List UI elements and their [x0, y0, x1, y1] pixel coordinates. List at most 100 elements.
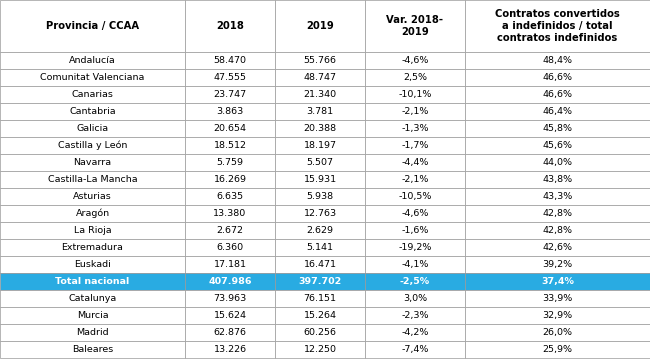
Bar — [0, 239, 185, 256]
Text: -4,2%: -4,2% — [401, 328, 429, 337]
Text: 42,8%: 42,8% — [543, 209, 573, 218]
Bar — [0, 154, 185, 171]
Bar — [0, 290, 185, 307]
Text: 3.781: 3.781 — [306, 107, 333, 116]
Bar — [185, 120, 275, 137]
Text: Murcia: Murcia — [77, 311, 109, 320]
Text: -1,6%: -1,6% — [401, 226, 429, 235]
Bar — [0, 69, 185, 86]
Bar — [365, 273, 465, 290]
Bar — [275, 188, 365, 205]
Bar — [275, 307, 365, 324]
Text: 13.226: 13.226 — [213, 345, 246, 354]
Bar — [0, 307, 185, 324]
Text: -2,5%: -2,5% — [400, 277, 430, 286]
Bar — [365, 86, 465, 103]
Text: 73.963: 73.963 — [213, 294, 246, 303]
Bar — [185, 171, 275, 188]
Bar — [275, 171, 365, 188]
Bar — [465, 324, 650, 341]
Bar — [465, 273, 650, 290]
Bar — [365, 239, 465, 256]
Text: 32,9%: 32,9% — [543, 311, 573, 320]
Bar — [275, 86, 365, 103]
Text: Aragón: Aragón — [75, 209, 110, 218]
Text: 46,4%: 46,4% — [543, 107, 573, 116]
Bar — [185, 103, 275, 120]
Bar — [365, 205, 465, 222]
Text: 60.256: 60.256 — [304, 328, 337, 337]
Bar — [365, 256, 465, 273]
Bar — [0, 188, 185, 205]
Bar — [465, 171, 650, 188]
Bar — [275, 324, 365, 341]
Text: Extremadura: Extremadura — [62, 243, 124, 252]
Text: -10,1%: -10,1% — [398, 90, 432, 99]
Text: -7,4%: -7,4% — [401, 345, 429, 354]
Bar — [275, 52, 365, 69]
Text: 3.863: 3.863 — [216, 107, 244, 116]
Bar — [365, 307, 465, 324]
Bar — [0, 137, 185, 154]
Bar — [465, 86, 650, 103]
Bar — [365, 222, 465, 239]
Text: 13.380: 13.380 — [213, 209, 246, 218]
Text: 2.672: 2.672 — [216, 226, 244, 235]
Text: La Rioja: La Rioja — [73, 226, 111, 235]
Text: 39,2%: 39,2% — [543, 260, 573, 269]
Bar — [275, 290, 365, 307]
Bar — [0, 324, 185, 341]
Bar — [0, 120, 185, 137]
Text: Baleares: Baleares — [72, 345, 113, 354]
Bar — [465, 188, 650, 205]
Text: 18.512: 18.512 — [213, 141, 246, 150]
Text: Castilla y León: Castilla y León — [58, 141, 127, 150]
Text: -2,3%: -2,3% — [401, 311, 429, 320]
Text: 47.555: 47.555 — [213, 73, 246, 82]
Text: Cantabria: Cantabria — [69, 107, 116, 116]
Text: 25,9%: 25,9% — [543, 345, 573, 354]
Bar — [365, 171, 465, 188]
Bar — [185, 86, 275, 103]
Bar — [185, 69, 275, 86]
Text: Comunitat Valenciana: Comunitat Valenciana — [40, 73, 145, 82]
Text: 16.471: 16.471 — [304, 260, 337, 269]
Bar — [185, 273, 275, 290]
Bar — [185, 188, 275, 205]
Text: 16.269: 16.269 — [213, 175, 246, 184]
Bar — [185, 307, 275, 324]
Text: -19,2%: -19,2% — [398, 243, 432, 252]
Bar — [365, 69, 465, 86]
Bar — [0, 103, 185, 120]
Text: 18.197: 18.197 — [304, 141, 337, 150]
Text: 45,8%: 45,8% — [543, 124, 573, 133]
Text: Navarra: Navarra — [73, 158, 112, 167]
Text: -4,6%: -4,6% — [401, 209, 429, 218]
Text: Total nacional: Total nacional — [55, 277, 129, 286]
Text: 397.702: 397.702 — [298, 277, 342, 286]
Text: 23.747: 23.747 — [213, 90, 246, 99]
Bar — [465, 103, 650, 120]
Text: 2.629: 2.629 — [307, 226, 333, 235]
Text: 6.360: 6.360 — [216, 243, 244, 252]
Bar — [185, 154, 275, 171]
Bar — [465, 137, 650, 154]
Text: -4,1%: -4,1% — [401, 260, 429, 269]
Text: 42,6%: 42,6% — [543, 243, 573, 252]
Bar — [185, 137, 275, 154]
Text: -1,3%: -1,3% — [401, 124, 429, 133]
Bar — [0, 256, 185, 273]
Bar — [465, 307, 650, 324]
Bar — [185, 290, 275, 307]
Text: 43,8%: 43,8% — [543, 175, 573, 184]
Text: 17.181: 17.181 — [213, 260, 246, 269]
Text: 12.250: 12.250 — [304, 345, 337, 354]
Text: 48.747: 48.747 — [304, 73, 337, 82]
Text: Castilla-La Mancha: Castilla-La Mancha — [47, 175, 137, 184]
Text: 6.635: 6.635 — [216, 192, 244, 201]
Bar — [275, 103, 365, 120]
Text: 62.876: 62.876 — [213, 328, 246, 337]
Bar — [185, 52, 275, 69]
Bar — [185, 341, 275, 358]
Bar — [365, 324, 465, 341]
